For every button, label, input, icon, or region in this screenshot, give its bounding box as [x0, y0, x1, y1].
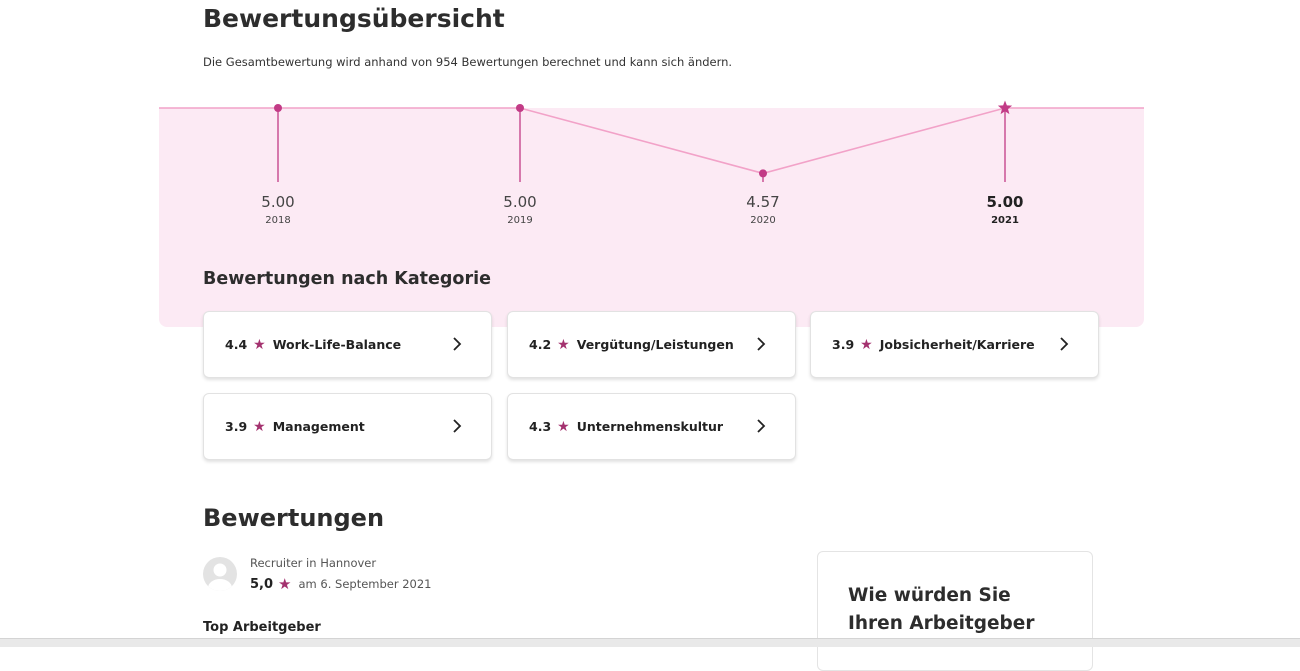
trend-value-label: 5.00 — [503, 193, 537, 211]
trend-star-marker — [997, 100, 1013, 115]
rate-employer-card[interactable]: Wie würden Sie Ihren Arbeitgeber — [817, 551, 1093, 671]
star-icon: ★ — [278, 575, 292, 593]
star-icon: ★ — [253, 418, 266, 435]
category-score: 3.9 — [832, 337, 855, 352]
category-label: Vergütung/Leistungen — [576, 337, 734, 352]
trend-line — [159, 107, 1144, 175]
category-score: 4.4 — [225, 337, 248, 352]
category-heading: Bewertungen nach Kategorie — [203, 269, 491, 289]
review-title: Top Arbeitgeber — [203, 620, 321, 635]
chevron-right-icon — [453, 337, 462, 351]
trend-value-label: 5.00 — [261, 193, 295, 211]
rating-trend-band — [159, 108, 1144, 327]
chevron-right-icon — [757, 419, 766, 433]
reviews-heading: Bewertungen — [203, 504, 385, 532]
trend-point — [759, 169, 767, 178]
category-card-verguetung[interactable]: 4.2 ★ Vergütung/Leistungen — [507, 311, 796, 378]
review-date: am 6. September 2021 — [298, 577, 432, 591]
chevron-right-icon — [757, 337, 766, 351]
category-score: 3.9 — [225, 419, 248, 434]
trend-year-label: 2020 — [750, 215, 776, 226]
rating-trend-chart — [159, 100, 1144, 182]
overview-subtitle: Die Gesamtbewertung wird anhand von 954 … — [203, 55, 733, 69]
star-icon: ★ — [557, 336, 570, 353]
trend-point — [274, 104, 282, 112]
review-score: 5,0 — [250, 576, 274, 592]
star-icon: ★ — [253, 336, 266, 353]
chevron-right-icon — [1060, 337, 1069, 351]
category-label: Unternehmenskultur — [576, 419, 724, 434]
category-label: Management — [272, 419, 365, 434]
chevron-right-icon — [453, 419, 462, 433]
category-card-work-life-balance[interactable]: 4.4 ★ Work-Life-Balance — [203, 311, 492, 378]
review-meta: 5,0 ★ am 6. September 2021 — [250, 575, 432, 593]
user-avatar-icon — [203, 557, 237, 591]
category-card-unternehmenskultur[interactable]: 4.3 ★ Unternehmenskultur — [507, 393, 796, 460]
category-label: Work-Life-Balance — [272, 337, 402, 352]
trend-value-label: 4.57 — [746, 193, 780, 211]
category-card-management[interactable]: 3.9 ★ Management — [203, 393, 492, 460]
category-score: 4.3 — [529, 419, 552, 434]
trend-year-label: 2021 — [991, 215, 1019, 226]
trend-value-label: 5.00 — [986, 193, 1024, 211]
category-label: Jobsicherheit/Karriere — [879, 337, 1035, 352]
category-score: 4.2 — [529, 337, 552, 352]
star-icon: ★ — [860, 336, 873, 353]
horizontal-scrollbar[interactable] — [0, 638, 1300, 647]
star-icon: ★ — [557, 418, 570, 435]
page-title: Bewertungsübersicht — [203, 4, 505, 33]
rate-employer-prompt: Wie würden Sie Ihren Arbeitgeber — [848, 585, 1035, 634]
trend-point — [516, 104, 524, 112]
category-card-jobsicherheit[interactable]: 3.9 ★ Jobsicherheit/Karriere — [810, 311, 1099, 378]
trend-year-label: 2019 — [507, 215, 533, 226]
trend-year-label: 2018 — [265, 215, 291, 226]
reviewer-role: Recruiter in Hannover — [250, 556, 377, 570]
